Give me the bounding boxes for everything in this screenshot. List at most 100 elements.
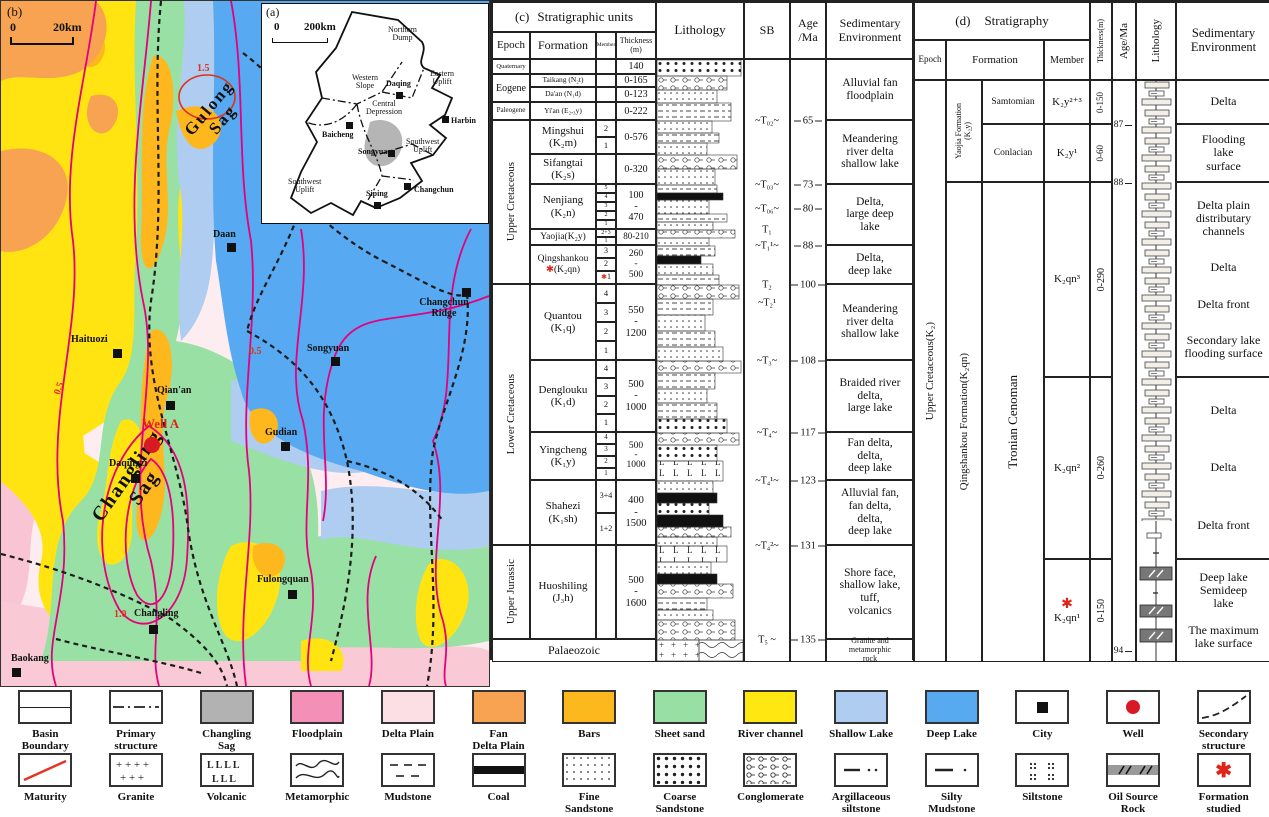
d-yaojia-group-text: Yaojia Formation (K₂y) <box>954 103 972 159</box>
legend-basin-boundary: Basin Boundary <box>0 690 91 752</box>
legend-deep-lake: Deep Lake <box>906 690 997 752</box>
legend-label: Basin Boundary <box>21 728 69 753</box>
coal-band-icon <box>473 766 524 774</box>
member-sifangtai-blank <box>596 154 616 184</box>
fan-delta-plain-swatch <box>471 690 526 724</box>
legend-river-channel: River channel <box>725 690 816 752</box>
map-panel-b: (b) 0 20km Gulong Sag Changling Sag 1.5 … <box>0 0 490 687</box>
city-label-gudian: Gudian <box>265 427 298 438</box>
d-member-k2y1: K₂y¹ <box>1044 124 1090 182</box>
map-a-scale-bar <box>272 38 328 43</box>
member-nenjiang-3: 3 <box>596 202 616 211</box>
legend-label: Oil Source Rock <box>1108 791 1158 816</box>
env-meandering-2: Meandering river delta shallow lake <box>826 284 914 360</box>
legend-label: Floodplain <box>291 728 343 740</box>
legend-mudstone: Mudstone <box>363 753 454 815</box>
map-a-scale-zero: 0 <box>274 21 280 33</box>
age-80: 80 <box>791 204 825 215</box>
d-header-age-text: Age/Ma <box>1117 22 1130 60</box>
dash-two-dots-icon <box>844 768 878 772</box>
header-environment: Sedimentary Environment <box>826 2 914 59</box>
dot-pairs-icon <box>1030 762 1055 781</box>
member-blank-2 <box>596 74 616 87</box>
legend-label: Primary structure <box>114 728 158 753</box>
panel-c-title-text: Stratigraphic units <box>537 8 634 24</box>
thickness-daan: 0-123 <box>616 87 656 102</box>
thickness-huoshiling: 500 - 1600 <box>616 545 656 639</box>
header-age: Age /Ma <box>790 2 826 59</box>
formation-yian: Yi'an (E₂,₃y) <box>530 102 596 120</box>
legend-label: Fan Delta Plain <box>472 728 525 753</box>
city-marker-daan <box>227 243 236 252</box>
d-member-k2qn2: K₂qn² <box>1044 377 1090 559</box>
member-blank-1 <box>596 59 616 74</box>
well-a-marker <box>144 437 160 453</box>
conglomerate-swatch <box>743 753 798 787</box>
delta-plain-swatch <box>380 690 435 724</box>
member-shahezi-34: 3+4 <box>596 480 616 513</box>
member-yingcheng-4: 4 <box>596 432 616 444</box>
thickness-shahezi: 400 - 1500 <box>616 480 656 545</box>
member-yaojia-23: 2+3 <box>596 229 616 237</box>
thickness-nenjiang: 100 - 470 <box>616 184 656 229</box>
header-formation: Formation <box>530 32 596 59</box>
env-shore-face: Shore face, shallow lake, tuff, volcanic… <box>826 545 914 639</box>
thickness-sifangtai: 0-320 <box>616 154 656 184</box>
legend-label: Maturity <box>23 791 67 803</box>
sb-marker-t1: T₁ <box>762 224 772 236</box>
d-yaojia-group: Yaojia Formation (K₂y) <box>946 80 982 182</box>
svg-text:L L L L: L L L L <box>207 760 240 771</box>
legend-silty-mudstone: Silty Mudstone <box>906 753 997 815</box>
age-117: 117 <box>791 428 825 439</box>
d-env-qn3-channels: Delta plain distributary channels <box>1195 197 1252 238</box>
header-lithology: Lithology <box>656 2 744 59</box>
inset-label-southwest-uplift-right: Southwest Uplift <box>406 137 440 155</box>
d-env-qn3-secondary: Secondary lake flooding surface <box>1184 333 1263 361</box>
legend-formation-studied: ✱ Formation studied <box>1178 753 1269 815</box>
sb-column: ~T₀₂~ ~T₀₃~ ~T₀₆~ T₁ ~T₁¹~ T₂ ~T₂¹ ~T₃~ … <box>744 59 790 662</box>
thickness-qingshankou: 260 - 500 <box>616 245 656 284</box>
inset-label-harbin: Harbin <box>451 116 476 125</box>
inset-label-baicheng: Baicheng <box>322 130 354 139</box>
epoch-upper-cretaceous-text: Upper Cretaceous <box>504 162 517 242</box>
formation-daan: Da'an (N₁d) <box>530 87 596 102</box>
map-b-scale-bar <box>10 37 74 45</box>
volcanic-swatch: L L L L L L L <box>199 753 254 787</box>
legend-delta-plain: Delta Plain <box>363 690 454 752</box>
city-marker-qianan <box>166 401 175 410</box>
member-yingcheng-1: 1 <box>596 468 616 480</box>
member-nenjiang-4: 4 <box>596 193 616 202</box>
thickness-quantou: 550 - 1200 <box>616 284 656 360</box>
formation-shahezi: Shahezi (K₁sh) <box>530 480 596 545</box>
member-denglouku-2: 2 <box>596 396 616 414</box>
city-marker-daqingzi <box>131 474 140 483</box>
d-header-formation: Formation <box>946 40 1044 80</box>
d-header-thickness-text: Thickness(m) <box>1095 19 1105 63</box>
panel-d-title: (d) Stratigraphy <box>914 2 1090 40</box>
oil-source-band-icon <box>1108 765 1158 775</box>
member-quantou-2: 2 <box>596 322 616 341</box>
panel-a-label: (a) <box>266 5 280 19</box>
mudstone-swatch <box>380 753 435 787</box>
fine-sandstone-swatch <box>562 753 617 787</box>
formation-nenjiang: Nenjiang (K₂n) <box>530 184 596 229</box>
env-granite-metamorphic: Granite and metamorphic rock <box>826 636 914 663</box>
legend-secondary-structure: Secondary structure <box>1178 690 1269 752</box>
thickness-taikang: 0-165 <box>616 74 656 87</box>
env-meandering-1: Meandering river delta shallow lake <box>826 120 914 184</box>
legend-label: Coarse Sandstone <box>655 791 704 816</box>
formation-quaternary-blank <box>530 59 596 74</box>
floodplain-swatch <box>290 690 345 724</box>
changling-sag-swatch <box>199 690 254 724</box>
map-b-scale-label: 20km <box>53 20 82 34</box>
silty-mudstone-swatch <box>924 753 979 787</box>
coarse-sandstone-swatch <box>652 753 707 787</box>
d-epoch-text: Upper Cretaceous(K₂) <box>923 321 936 421</box>
city-marker-songyuan <box>331 357 340 366</box>
age-100: 100 <box>791 280 825 291</box>
member-quantou-4: 4 <box>596 284 616 303</box>
svg-text:+ + + +: + + + + <box>116 759 149 771</box>
d-stage-conlacian: Conlacian <box>982 124 1044 182</box>
wavy-pattern-icon <box>295 759 340 779</box>
svg-text:+ + +: + + + <box>120 772 144 784</box>
